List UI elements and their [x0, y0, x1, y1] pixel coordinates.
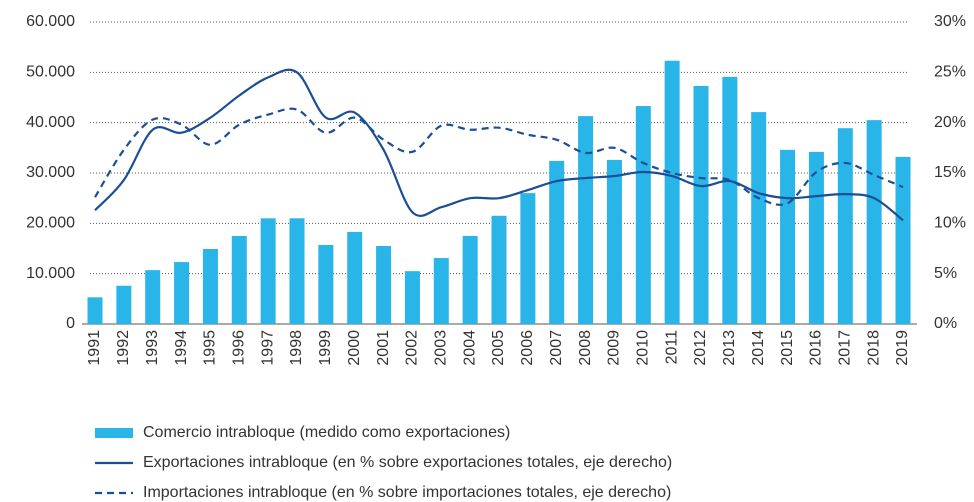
x-tick-label: 2002	[404, 330, 421, 366]
x-tick-label: 2011	[663, 330, 680, 365]
x-tick-label: 1998	[288, 330, 305, 366]
bar	[289, 218, 305, 324]
bar	[404, 271, 420, 324]
legend-label: Comercio intrabloque (medido como export…	[143, 424, 510, 441]
bar	[231, 235, 247, 324]
x-tick-label: 1993	[144, 330, 161, 366]
bar	[837, 128, 853, 324]
x-tick-label: 2007	[548, 330, 565, 366]
bar	[549, 160, 565, 324]
bar	[606, 159, 622, 324]
x-tick-label: 2008	[577, 330, 594, 366]
bar	[808, 151, 824, 324]
bar	[866, 120, 882, 325]
y2-tick-label: 15%	[934, 164, 966, 181]
x-tick-label: 1999	[317, 330, 334, 366]
x-tick-label: 2018	[865, 330, 882, 366]
x-tick-label: 1995	[202, 330, 219, 366]
legend-label: Importaciones intrabloque (en % sobre im…	[143, 484, 671, 501]
x-tick-label: 2012	[692, 330, 709, 366]
x-tick-label: 2000	[346, 330, 363, 366]
x-tick-label: 2015	[779, 330, 796, 366]
line	[94, 68, 904, 222]
x-tick-label: 2014	[750, 330, 767, 366]
bar	[116, 285, 132, 324]
bar	[433, 258, 449, 324]
x-tick-label: 2006	[519, 330, 536, 366]
bar	[347, 231, 363, 324]
x-tick-label: 2013	[721, 330, 738, 366]
y-tick-label: 50.000	[26, 64, 75, 81]
bar	[376, 245, 392, 324]
bar	[491, 215, 507, 324]
bar	[780, 149, 796, 324]
x-tick-label: 2019	[894, 330, 911, 366]
bar	[751, 112, 767, 324]
bar	[520, 193, 536, 324]
x-tick-label: 2010	[635, 330, 652, 366]
y-tick-label: 30.000	[26, 164, 75, 181]
x-tick-label: 1994	[173, 330, 190, 366]
y2-tick-label: 10%	[934, 215, 966, 232]
x-tick-label: 2009	[606, 330, 623, 366]
x-tick-label: 2001	[375, 330, 392, 366]
bar	[635, 106, 651, 324]
y-tick-label: 40.000	[26, 114, 75, 131]
bar	[462, 235, 478, 324]
bar	[174, 262, 190, 324]
bar	[664, 60, 680, 325]
line	[94, 107, 904, 206]
y-tick-label: 10.000	[26, 265, 75, 282]
bar	[693, 85, 709, 324]
x-tick-label: 1996	[231, 330, 248, 366]
legend-label: Exportaciones intrabloque (en % sobre ex…	[143, 454, 672, 471]
legend-swatch	[95, 428, 133, 438]
bar	[87, 297, 103, 324]
x-tick-label: 2004	[461, 330, 478, 366]
bar	[145, 270, 161, 324]
bar	[202, 249, 218, 324]
x-tick-label: 2005	[490, 330, 507, 366]
x-tick-label: 2017	[837, 330, 854, 366]
bar	[895, 156, 911, 324]
x-tick-label: 2016	[808, 330, 825, 366]
x-tick-label: 1992	[115, 330, 132, 366]
x-tick-label: 1997	[259, 330, 276, 366]
y2-tick-label: 30%	[934, 13, 966, 30]
y-tick-label: 60.000	[26, 13, 75, 30]
y2-tick-label: 0%	[934, 315, 957, 332]
y-tick-label: 0	[66, 315, 75, 332]
bar	[318, 244, 334, 324]
bar	[578, 116, 594, 324]
bar	[722, 76, 738, 324]
x-tick-label: 1991	[86, 330, 103, 366]
bar	[260, 218, 276, 324]
x-tick-label: 2003	[433, 330, 450, 366]
y-tick-label: 20.000	[26, 215, 75, 232]
y2-tick-label: 20%	[934, 114, 966, 131]
y2-tick-label: 25%	[934, 64, 966, 81]
y2-tick-label: 5%	[934, 265, 957, 282]
